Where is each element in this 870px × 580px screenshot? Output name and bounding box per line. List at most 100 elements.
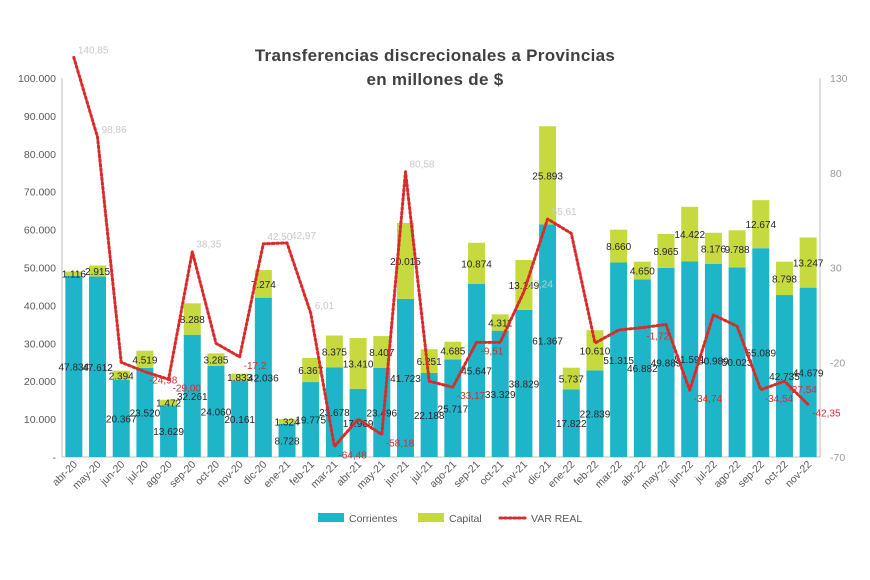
bar-corrientes — [633, 279, 651, 457]
legend-label: VAR REAL — [531, 513, 582, 525]
label-capital: 10.610 — [580, 346, 611, 357]
bar-corrientes — [468, 283, 486, 457]
bar-corrientes — [562, 389, 580, 457]
y-left-tick-label: 60.000 — [24, 225, 56, 237]
label-corrientes: 23.678 — [319, 408, 350, 419]
label-corrientes: 50.989 — [698, 356, 729, 367]
bar-corrientes — [444, 359, 462, 457]
bar-corrientes — [278, 423, 296, 457]
label-corrientes: 47.834 — [59, 362, 90, 373]
x-tick-label: nov-22 — [783, 459, 814, 490]
label-corrientes: 19.775 — [295, 416, 326, 427]
label-corrientes: 23.520 — [130, 408, 161, 419]
label-corrientes: 17.822 — [556, 419, 587, 430]
bar-corrientes — [183, 334, 201, 457]
label-capital: 12.674 — [745, 220, 776, 231]
label-var-real: 80,58 — [409, 160, 434, 171]
label-corrientes: 51.591 — [674, 355, 705, 366]
label-var-real: -1,72 — [646, 332, 669, 343]
bar-capital — [112, 370, 130, 380]
x-tick-label: jun-22 — [666, 459, 696, 489]
bar-capital — [775, 261, 793, 296]
bar-capital — [160, 399, 178, 406]
bar-corrientes — [420, 372, 438, 457]
bar-capital — [491, 314, 509, 331]
label-corrientes: 45.647 — [461, 366, 492, 377]
label-var-real: 140,85 — [78, 45, 109, 56]
bar-corrientes — [752, 248, 770, 457]
label-corrientes: 50.023 — [722, 358, 753, 369]
y-left-tick-label: 10.000 — [24, 414, 56, 426]
y-left-tick-label: 80.000 — [24, 149, 56, 161]
y-right-tick-label: 30 — [830, 263, 842, 275]
bar-corrientes — [112, 379, 130, 457]
bar-corrientes — [231, 380, 249, 457]
x-tick-label: sep-21 — [451, 459, 482, 490]
bar-corrientes — [539, 224, 557, 457]
label-capital: 8.407 — [369, 348, 394, 359]
label-var-real: -24,98 — [149, 376, 178, 387]
label-capital: 4.685 — [440, 347, 465, 358]
label-corrientes: 38.829 — [509, 379, 540, 390]
label-capital: 2.915 — [85, 267, 110, 278]
x-tick-label: sep-22 — [736, 459, 767, 490]
bar-capital — [681, 206, 699, 262]
bar-corrientes — [325, 367, 343, 457]
label-corrientes: 32.261 — [177, 392, 208, 403]
label-capital: 5.737 — [559, 375, 584, 386]
x-tick-label: nov-20 — [215, 459, 246, 490]
bar-capital — [728, 230, 746, 268]
bar-corrientes — [136, 367, 154, 457]
bar-corrientes — [254, 297, 272, 457]
label-corrientes: 22.839 — [580, 410, 611, 421]
legend-label: Corrientes — [349, 513, 397, 525]
label-capital: 8.660 — [606, 242, 631, 253]
bar-corrientes — [799, 287, 817, 457]
x-tick-label: mar-21 — [309, 459, 341, 491]
label-var-real: -64,48 — [338, 451, 367, 462]
label-capital: 20.015 — [390, 257, 421, 268]
bar-corrientes — [728, 267, 746, 457]
label-capital: 8.798 — [772, 274, 797, 285]
bar-corrientes — [491, 330, 509, 457]
label-corrientes: 44.679 — [793, 368, 824, 379]
label-corrientes: 49.889 — [651, 358, 682, 369]
label-capital: 8.176 — [701, 244, 726, 255]
x-tick-label: ene-22 — [546, 459, 578, 491]
label-var-real: 17,24 — [528, 280, 553, 291]
legend-label: Capital — [449, 513, 482, 525]
label-corrientes: 61.367 — [532, 337, 563, 348]
bar-corrientes — [775, 295, 793, 457]
label-capital: 3.285 — [203, 356, 228, 367]
bar-capital — [657, 233, 675, 268]
label-var-real: -33,17 — [457, 391, 486, 402]
label-corrientes: 20.161 — [224, 415, 255, 426]
label-capital: 8.288 — [180, 315, 205, 326]
label-var-real: 38,35 — [196, 240, 221, 251]
x-tick-label: jun-21 — [382, 459, 412, 489]
x-tick-label: sep-20 — [167, 459, 198, 490]
label-var-real: 42,50 — [267, 232, 292, 243]
label-corrientes: 47.612 — [82, 363, 113, 374]
y-left-tick-label: 20.000 — [24, 376, 56, 388]
bar-corrientes — [349, 388, 367, 457]
label-corrientes: 42.036 — [248, 373, 279, 384]
label-corrientes: 42.735 — [769, 372, 800, 383]
label-capital: 13.247 — [793, 259, 824, 270]
bar-capital — [752, 200, 770, 249]
bar-capital — [207, 353, 225, 366]
legend-swatch-capital — [418, 513, 444, 522]
label-corrientes: 33.329 — [485, 390, 516, 401]
label-corrientes: 41.723 — [390, 374, 421, 385]
label-corrientes: 51.315 — [603, 356, 634, 367]
label-corrientes: 13.629 — [153, 427, 184, 438]
label-corrientes: 23.496 — [366, 408, 397, 419]
label-corrientes: 25.717 — [438, 404, 469, 415]
bar-corrientes — [396, 298, 414, 457]
label-capital: 9.788 — [725, 245, 750, 256]
bar-capital — [468, 242, 486, 284]
label-capital: 1.472 — [156, 399, 181, 410]
bar-capital — [444, 341, 462, 360]
bar-corrientes — [89, 276, 107, 457]
bar-capital — [799, 237, 817, 288]
